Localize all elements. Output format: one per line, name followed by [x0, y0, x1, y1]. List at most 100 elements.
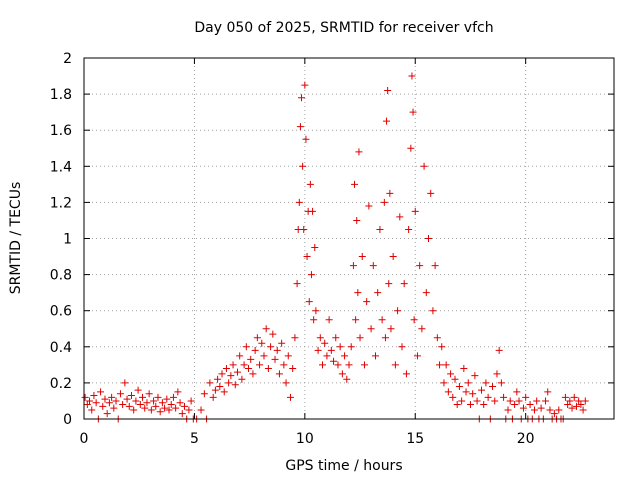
x-tick-label: 5: [190, 431, 199, 447]
data-point: [273, 346, 281, 354]
data-point: [312, 307, 320, 315]
data-point: [352, 316, 360, 324]
data-point: [132, 397, 140, 405]
data-point: [546, 406, 554, 414]
data-point: [298, 94, 306, 102]
data-point: [309, 207, 317, 215]
data-point: [334, 361, 342, 369]
data-point: [108, 393, 116, 401]
y-tick-label: 2: [63, 51, 72, 67]
data-point: [136, 401, 144, 409]
data-point: [269, 330, 277, 338]
data-point: [245, 364, 253, 372]
data-point: [480, 401, 488, 409]
data-point: [145, 390, 153, 398]
data-point: [497, 379, 505, 387]
data-point: [484, 393, 492, 401]
data-point: [121, 379, 129, 387]
data-point: [353, 216, 361, 224]
data-point: [407, 144, 415, 152]
data-point: [380, 198, 388, 206]
data-point: [500, 393, 508, 401]
data-point: [86, 397, 94, 405]
y-tick-label: 0.8: [50, 268, 72, 284]
data-point: [444, 388, 452, 396]
data-point: [579, 406, 587, 414]
data-point: [447, 370, 455, 378]
y-tick-label: 0.4: [50, 340, 72, 356]
data-point: [174, 388, 182, 396]
data-point: [555, 406, 563, 414]
data-point: [506, 397, 514, 405]
data-point: [577, 401, 585, 409]
data-point: [112, 397, 120, 405]
data-point: [103, 410, 111, 418]
data-point: [453, 401, 461, 409]
data-point: [296, 123, 304, 131]
data-point: [88, 406, 96, 414]
data-point: [531, 406, 538, 414]
data-point: [568, 404, 576, 412]
data-point: [220, 388, 228, 396]
data-point: [564, 401, 572, 409]
data-point: [293, 280, 301, 288]
data-point: [306, 180, 314, 188]
data-point: [405, 225, 413, 233]
data-point: [141, 404, 149, 412]
data-point: [378, 316, 386, 324]
data-point: [542, 397, 550, 405]
data-point: [384, 86, 392, 94]
data-point: [307, 271, 315, 279]
data-point: [302, 135, 310, 143]
data-point: [349, 262, 357, 270]
data-point: [391, 361, 399, 369]
y-tick-label: 1.8: [50, 87, 72, 103]
data-point: [197, 406, 205, 414]
data-point: [550, 410, 558, 418]
x-axis-title: GPS time / hours: [285, 458, 402, 474]
data-point: [376, 225, 384, 233]
data-point: [413, 352, 421, 360]
data-point: [110, 404, 118, 412]
data-point: [172, 404, 180, 412]
data-point: [358, 253, 366, 261]
data-point: [105, 399, 113, 407]
data-point: [341, 352, 349, 360]
y-tick-label: 0.2: [50, 376, 72, 392]
data-point: [249, 370, 257, 378]
data-point: [286, 393, 294, 401]
data-point: [389, 253, 397, 261]
data-point: [561, 393, 569, 401]
data-point: [431, 262, 439, 270]
data-point: [462, 388, 470, 396]
data-point: [299, 162, 307, 170]
data-point: [386, 189, 394, 197]
data-point: [504, 406, 512, 414]
data-point: [154, 393, 162, 401]
data-point: [310, 316, 318, 324]
data-point: [355, 148, 363, 156]
data-point: [282, 379, 290, 387]
data-point: [209, 393, 217, 401]
data-point: [158, 399, 166, 407]
data-point: [242, 343, 250, 351]
data-point: [429, 307, 437, 315]
data-point: [300, 225, 308, 233]
data-point: [537, 404, 545, 412]
data-point: [225, 379, 233, 387]
y-tick-label: 0.6: [50, 304, 72, 320]
data-point: [178, 410, 186, 418]
data-point: [161, 404, 169, 412]
data-point: [354, 289, 362, 297]
data-point: [240, 361, 248, 369]
data-point: [464, 379, 472, 387]
data-point: [420, 162, 428, 170]
data-point: [227, 372, 235, 380]
data-point: [422, 289, 430, 297]
data-point: [143, 399, 151, 407]
data-point: [325, 316, 333, 324]
data-point: [180, 402, 188, 410]
data-point: [99, 402, 107, 410]
data-point: [402, 370, 410, 378]
